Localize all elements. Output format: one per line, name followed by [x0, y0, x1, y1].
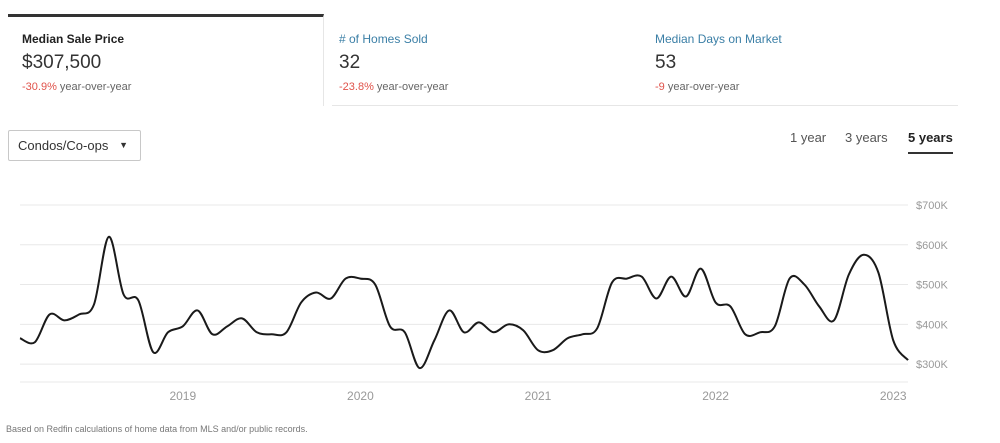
tab-label: Median Days on Market	[655, 32, 782, 46]
y-tick-label: $300K	[916, 359, 948, 371]
y-axis-ticks: $300K $400K $500K $600K $700K	[916, 200, 948, 371]
x-tick-label: 2022	[702, 389, 729, 403]
tab-change: -30.9% year-over-year	[22, 80, 323, 94]
change-suffix: year-over-year	[56, 81, 132, 93]
tab-change: -23.8% year-over-year	[339, 80, 641, 94]
x-tick-label: 2023	[880, 389, 907, 403]
tab-median-sale-price[interactable]: Median Sale Price $307,500 -30.9% year-o…	[8, 14, 324, 106]
change-suffix: year-over-year	[664, 81, 740, 93]
dropdown-selected-label: Condos/Co-ops	[18, 138, 109, 153]
change-value: -9	[655, 81, 665, 93]
change-value: -30.9%	[22, 81, 57, 93]
x-tick-label: 2019	[169, 389, 196, 403]
x-tick-label: 2020	[347, 389, 374, 403]
footnote: Based on Redfin calculations of home dat…	[6, 424, 308, 434]
x-tick-label: 2021	[525, 389, 552, 403]
tab-value: 32	[339, 52, 361, 73]
tab-median-days-on-market[interactable]: Median Days on Market 53 -9 year-over-ye…	[641, 14, 957, 106]
grid-lines	[20, 204, 908, 383]
y-tick-label: $400K	[916, 319, 948, 331]
tab-homes-sold[interactable]: # of Homes Sold 32 -23.8% year-over-year	[325, 14, 641, 106]
tabs-divider	[332, 105, 958, 106]
property-type-dropdown[interactable]: Condos/Co-ops ▼	[8, 130, 141, 161]
tab-label: # of Homes Sold	[339, 32, 428, 46]
y-tick-label: $600K	[916, 240, 948, 252]
metric-tabs: Median Sale Price $307,500 -30.9% year-o…	[8, 14, 958, 106]
tab-change: -9 year-over-year	[655, 80, 957, 94]
range-5-years[interactable]: 5 years	[908, 130, 953, 154]
tab-label: Median Sale Price	[22, 32, 125, 46]
tab-value: $307,500	[22, 52, 102, 73]
tab-value: 53	[655, 52, 677, 73]
caret-down-icon: ▼	[119, 140, 128, 150]
change-value: -23.8%	[339, 81, 374, 93]
x-axis-ticks: 2019 2020 2021 2022 2023	[169, 389, 906, 403]
range-1-year[interactable]: 1 year	[790, 130, 827, 145]
change-suffix: year-over-year	[373, 81, 449, 93]
price-line	[19, 235, 909, 370]
range-3-years[interactable]: 3 years	[845, 130, 888, 145]
y-tick-label: $700K	[916, 200, 948, 212]
median-sale-price-chart: $300K$400K$500K$600K$700K 2019 2020 2021 20…	[19, 200, 948, 403]
y-tick-label: $500K	[916, 280, 948, 292]
